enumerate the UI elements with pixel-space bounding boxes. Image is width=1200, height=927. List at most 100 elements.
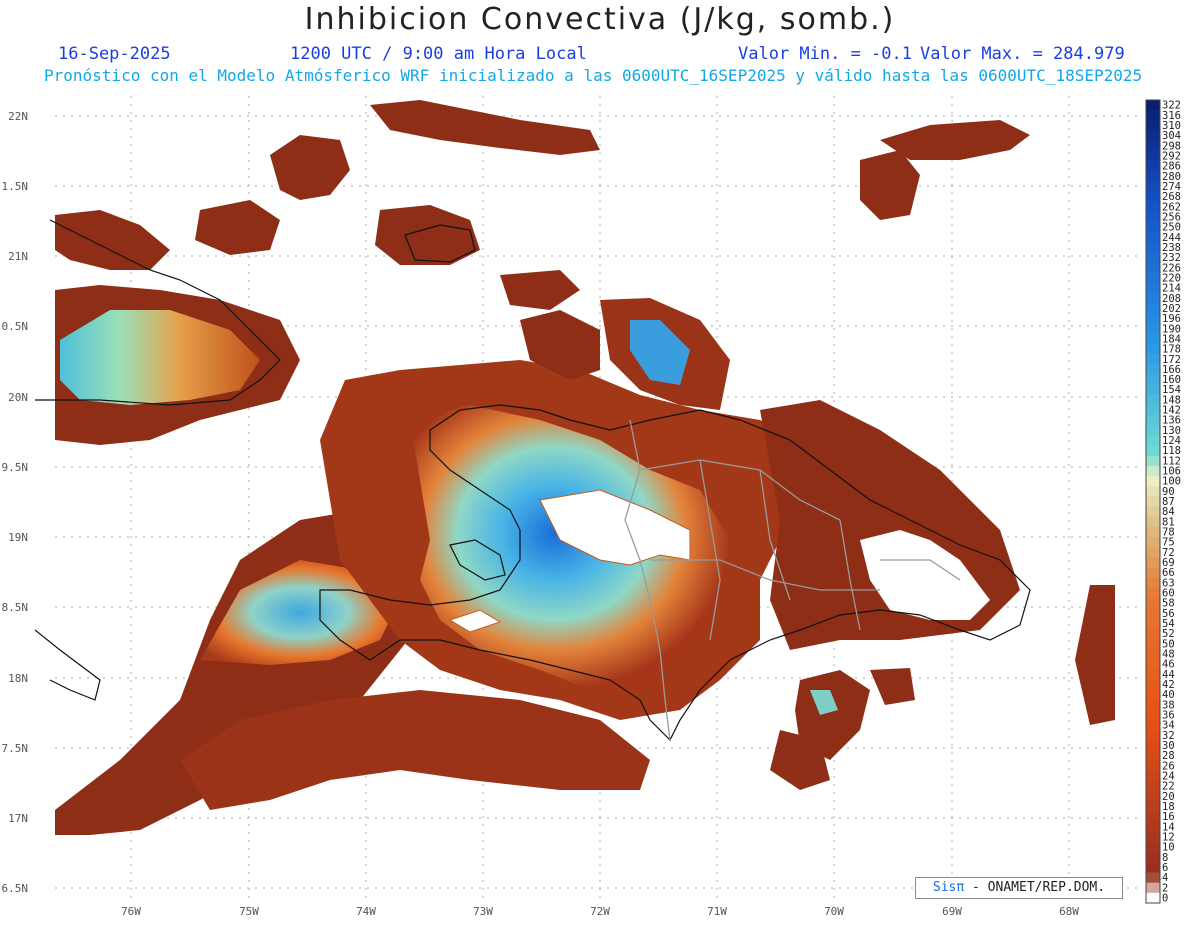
colorbar-label: 42 <box>1162 679 1175 691</box>
colorbar-swatch <box>1146 394 1160 406</box>
colorbar-label: 316 <box>1162 110 1181 122</box>
colorbar-swatch <box>1146 455 1160 467</box>
colorbar-label: 87 <box>1162 496 1175 508</box>
colorbar-label: 226 <box>1162 262 1181 274</box>
colorbar-label: 90 <box>1162 486 1175 498</box>
colorbar-swatch <box>1146 587 1160 599</box>
colorbar-swatch <box>1146 801 1160 813</box>
colorbar-swatch <box>1146 781 1160 792</box>
lat-label: 17N <box>8 812 28 825</box>
colorbar-label: 208 <box>1162 293 1181 305</box>
lat-label: 22N <box>8 110 28 123</box>
colorbar-swatch <box>1146 862 1160 874</box>
colorbar-label: 16 <box>1162 811 1175 823</box>
colorbar-label: 84 <box>1162 506 1175 518</box>
colorbar-label: 280 <box>1162 171 1181 183</box>
province-borders <box>624 419 961 741</box>
colorbar-label: 78 <box>1162 527 1175 539</box>
colorbar-label: 26 <box>1162 760 1175 772</box>
colorbar-label: 38 <box>1162 699 1175 711</box>
colorbar-label: 40 <box>1162 689 1175 701</box>
lat-labels: 22N 1.5N 21N 0.5N 20N 9.5N 19N 8.5N 18N … <box>2 110 29 895</box>
colorbar-swatch <box>1146 882 1160 894</box>
colorbar-swatch <box>1146 557 1160 569</box>
lon-label: 76W <box>121 905 141 918</box>
colorbar-label: 178 <box>1162 344 1181 356</box>
colorbar-swatch <box>1146 232 1160 243</box>
lon-label: 71W <box>707 905 727 918</box>
colorbar-swatch <box>1146 150 1160 162</box>
colorbar-label: 136 <box>1162 415 1181 427</box>
colorbar-swatch <box>1146 608 1160 619</box>
colorbar-swatch <box>1146 282 1160 294</box>
colorbar-label: 196 <box>1162 313 1181 325</box>
colorbar-swatch <box>1146 313 1160 325</box>
colorbar-swatch <box>1146 699 1160 711</box>
colorbar-swatch <box>1146 618 1160 630</box>
colorbar-label: 10 <box>1162 842 1175 854</box>
colorbar-label: 32 <box>1162 730 1175 742</box>
colorbar-swatch <box>1146 445 1160 457</box>
colorbar-label: 22 <box>1162 781 1175 793</box>
valmin-label: Valor Min. = -0.1 <box>738 44 912 64</box>
colorbar-label: 54 <box>1162 618 1175 630</box>
colorbar-label: 4 <box>1162 872 1168 884</box>
colorbar-label: 232 <box>1162 252 1181 264</box>
colorbar-label: 75 <box>1162 537 1175 549</box>
colorbar-swatch <box>1146 140 1160 152</box>
colorbar-label: 36 <box>1162 710 1175 722</box>
colorbar-label: 214 <box>1162 283 1181 295</box>
colorbar-swatch <box>1146 252 1160 264</box>
colorbar-label: 100 <box>1162 476 1181 488</box>
colorbar-swatch <box>1146 160 1160 172</box>
colorbar-swatch <box>1146 709 1160 721</box>
colorbar-swatch <box>1146 760 1160 772</box>
colorbar-swatch <box>1146 821 1160 833</box>
lat-label: 18N <box>8 672 28 685</box>
cin-field <box>55 100 1115 835</box>
colorbar-swatch <box>1146 130 1160 142</box>
colorbar-label: 238 <box>1162 242 1181 254</box>
map-title: Inhibicion Convectiva (J/kg, somb.) <box>304 2 896 37</box>
colorbar-swatch <box>1146 516 1160 528</box>
colorbar-swatch <box>1146 750 1160 762</box>
colorbar-swatch <box>1146 577 1160 589</box>
colorbar-swatch <box>1146 770 1160 782</box>
credit-box: Sisπ - ONAMET/REP.DOM. <box>915 877 1123 899</box>
colorbar-label: 20 <box>1162 791 1175 803</box>
colorbar-swatch <box>1146 120 1160 131</box>
colorbar-swatch <box>1146 791 1160 802</box>
colorbar-swatch <box>1146 537 1160 548</box>
colorbar-swatch <box>1146 852 1160 863</box>
colorbar-swatch <box>1146 486 1160 497</box>
valmax-label: Valor Max. = 284.979 <box>920 44 1125 64</box>
colorbar-swatch <box>1146 465 1160 477</box>
colorbar-label: 172 <box>1162 354 1181 366</box>
credit-text: - ONAMET/REP.DOM. <box>964 880 1106 895</box>
colorbar-label: 50 <box>1162 638 1175 650</box>
colorbar-swatch <box>1146 364 1160 375</box>
colorbar-swatch <box>1146 628 1160 640</box>
colorbar-frame <box>1145 99 1161 904</box>
colorbar-swatch <box>1146 374 1160 386</box>
colorbar-swatch <box>1146 100 1160 111</box>
colorbar-label: 160 <box>1162 374 1181 386</box>
colorbar-label: 262 <box>1162 201 1181 213</box>
colorbar-swatch <box>1146 425 1160 436</box>
colorbar-swatch <box>1146 689 1160 701</box>
colorbar-label: 81 <box>1162 516 1175 528</box>
colorbar-swatch <box>1146 831 1160 843</box>
colorbar-label: 166 <box>1162 364 1181 376</box>
lat-label: 9.5N <box>2 461 29 474</box>
colorbar-swatch <box>1146 404 1160 416</box>
lat-label: 8.5N <box>2 601 29 614</box>
forecast-label: Pronóstico con el Modelo Atmósferico WRF… <box>44 66 1143 85</box>
lat-label: 19N <box>8 531 28 544</box>
colorbar-swatch <box>1146 648 1160 660</box>
colorbar-swatch <box>1146 272 1160 284</box>
colorbar-swatch <box>1146 679 1160 691</box>
colorbar-swatch <box>1146 171 1160 182</box>
colorbar-label: 2 <box>1162 882 1168 894</box>
colorbar-label: 66 <box>1162 567 1175 579</box>
